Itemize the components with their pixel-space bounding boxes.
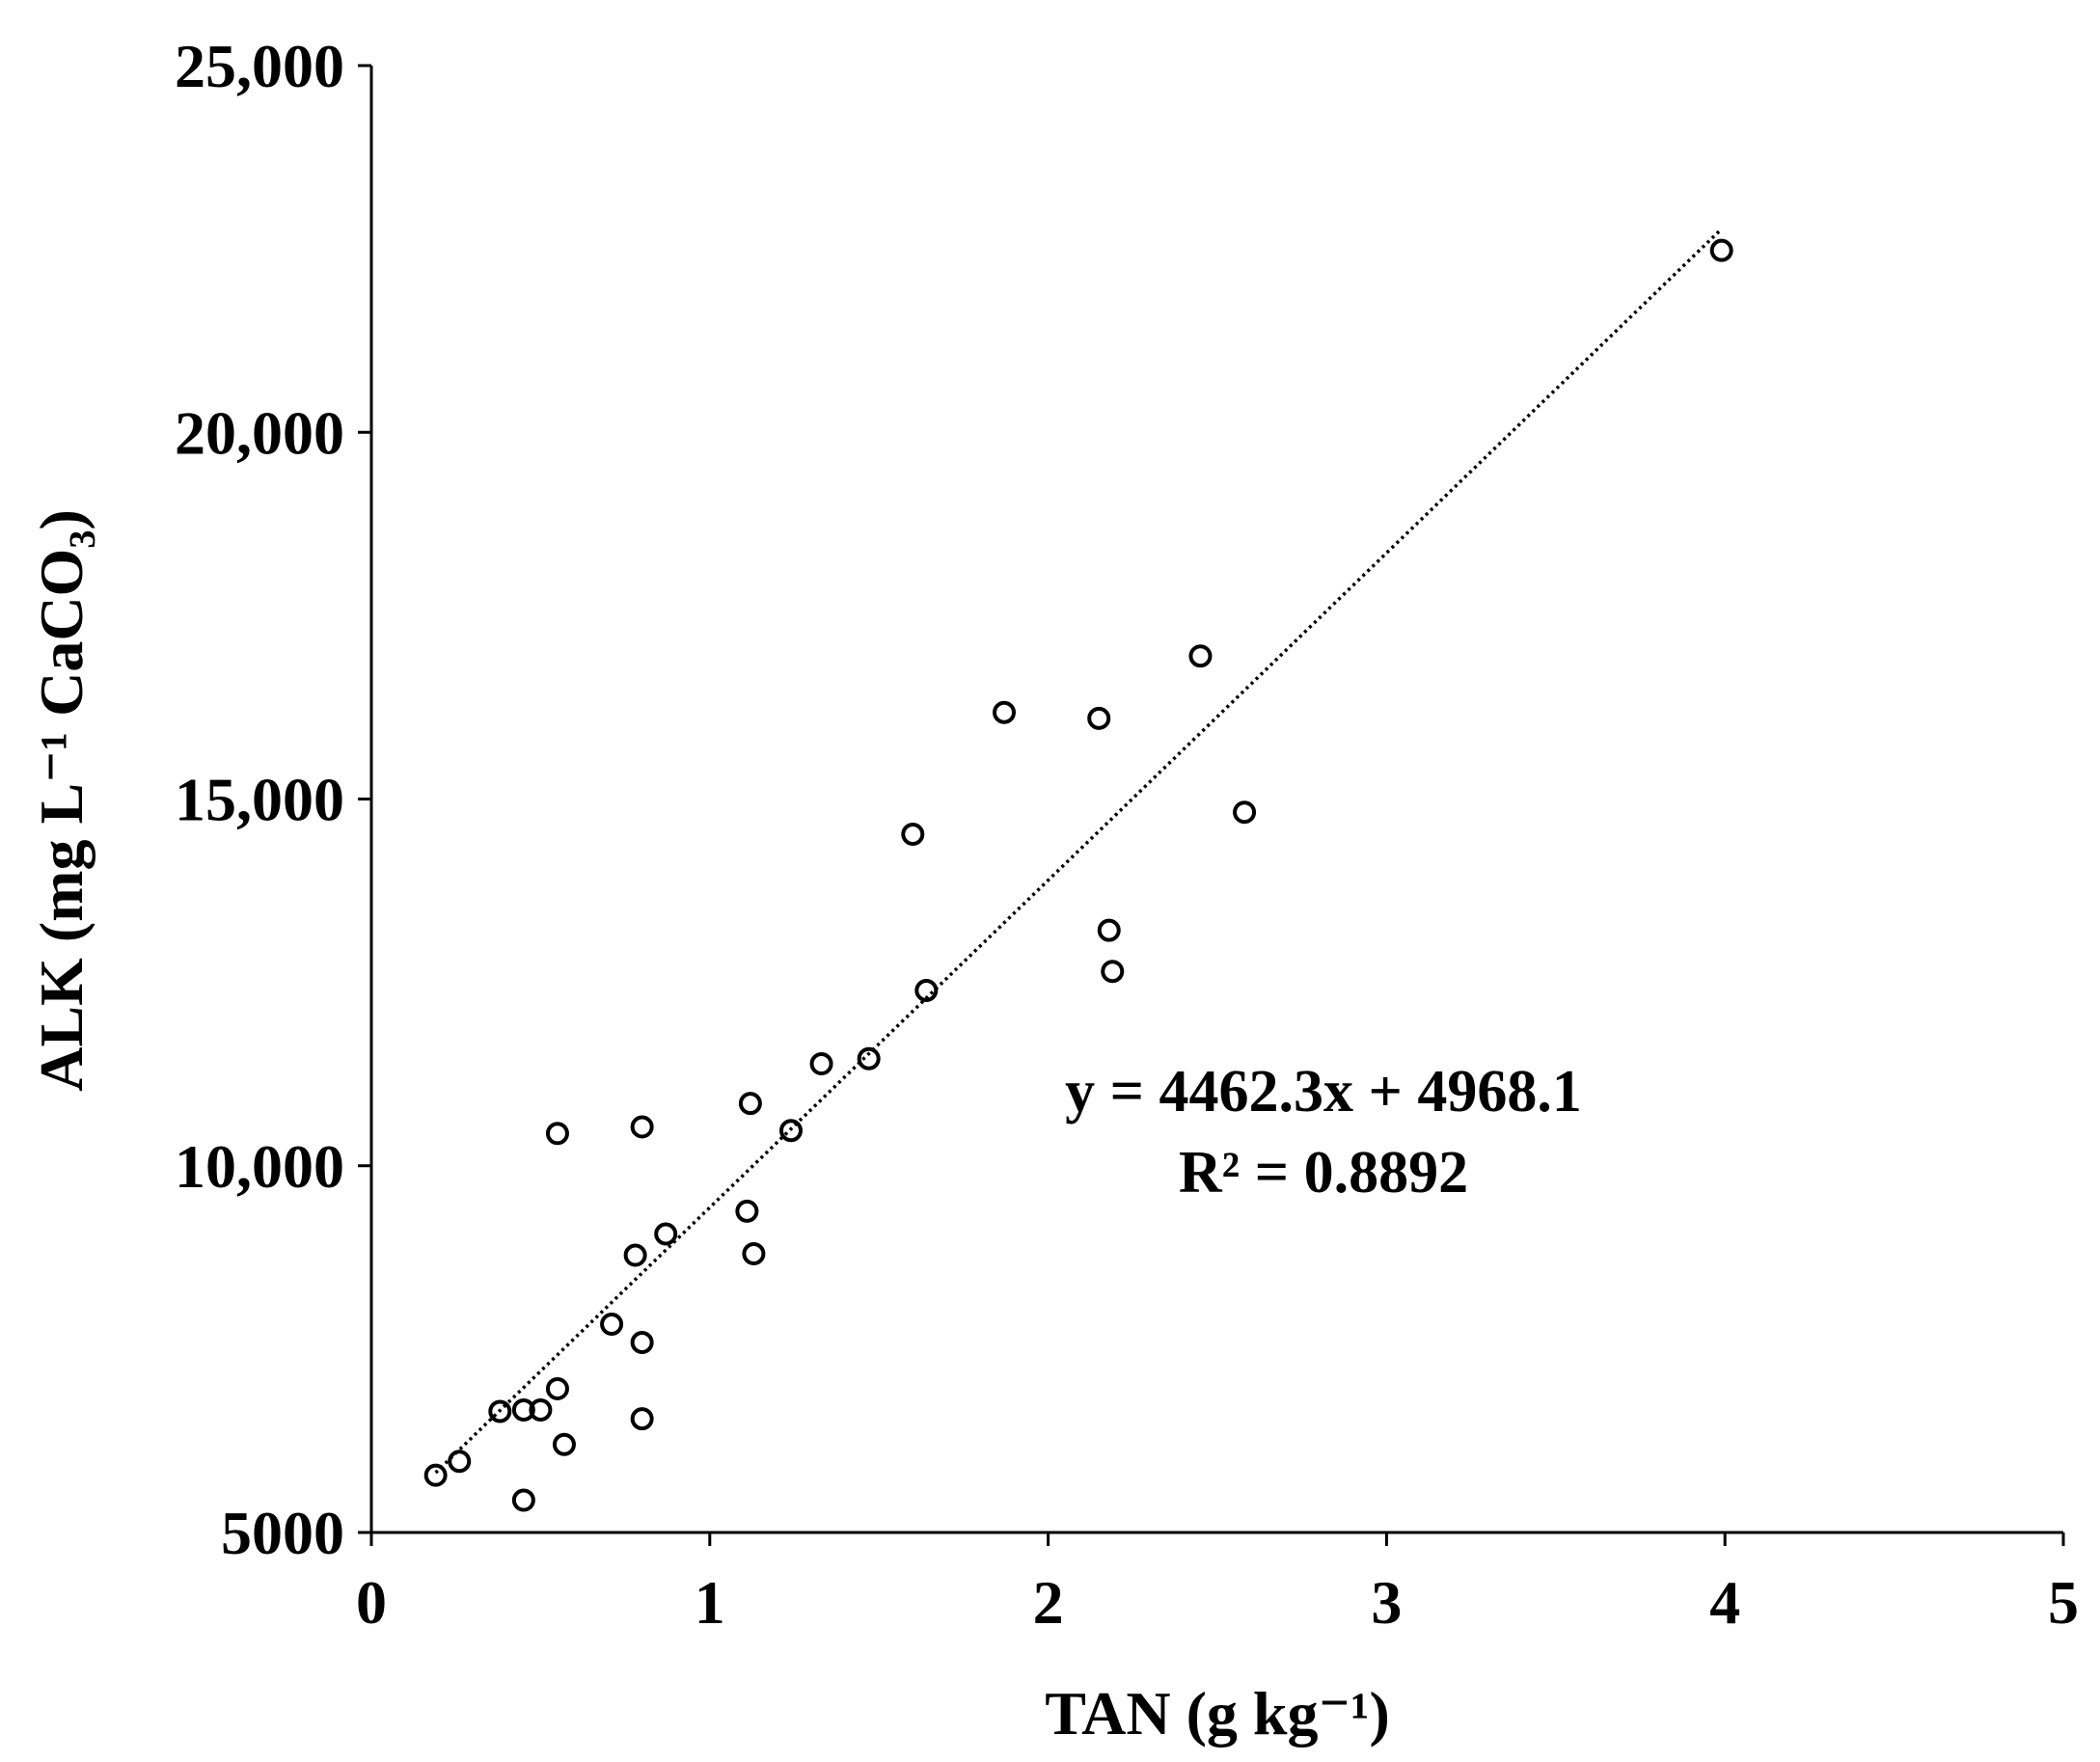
data-point bbox=[630, 1331, 654, 1355]
y-ticks: 5000 10,000 15,000 20,000 25,000 bbox=[175, 32, 371, 1567]
data-point bbox=[600, 1313, 624, 1337]
y-axis-title: ALK (mg L⁻¹ CaCO₃) bbox=[27, 509, 95, 1092]
x-tick-label: 1 bbox=[695, 1568, 725, 1637]
x-tick-label: 3 bbox=[1371, 1568, 1402, 1637]
x-tick-label: 5 bbox=[2048, 1568, 2079, 1637]
trendline-r-squared: R² = 0.8892 bbox=[1179, 1140, 1468, 1206]
y-tick-label: 5000 bbox=[221, 1499, 344, 1567]
data-point bbox=[545, 1376, 569, 1400]
data-point bbox=[738, 1092, 762, 1116]
data-point bbox=[1188, 644, 1213, 668]
data-point bbox=[1101, 960, 1125, 984]
data-point bbox=[654, 1222, 678, 1246]
data-point bbox=[809, 1052, 833, 1076]
data-point bbox=[448, 1450, 472, 1474]
x-ticks: 0 1 2 3 4 5 bbox=[356, 1532, 2079, 1637]
y-tick-label: 10,000 bbox=[175, 1132, 344, 1201]
data-point bbox=[545, 1122, 569, 1146]
y-tick-label: 25,000 bbox=[175, 32, 344, 100]
data-point bbox=[552, 1432, 576, 1456]
data-point bbox=[529, 1397, 553, 1422]
data-point bbox=[623, 1243, 647, 1267]
data-point bbox=[1097, 918, 1121, 942]
x-tick-label: 0 bbox=[356, 1568, 387, 1637]
data-point bbox=[1233, 800, 1257, 825]
data-point bbox=[1709, 238, 1733, 262]
data-point bbox=[742, 1242, 766, 1266]
data-point bbox=[914, 978, 939, 1002]
x-tick-label: 2 bbox=[1033, 1568, 1064, 1637]
y-tick-label: 15,000 bbox=[175, 766, 344, 834]
x-tick-label: 4 bbox=[1709, 1568, 1740, 1637]
data-point bbox=[1087, 706, 1111, 730]
data-point bbox=[735, 1199, 759, 1223]
data-point bbox=[901, 823, 925, 847]
trendline bbox=[434, 228, 1723, 1475]
data-point bbox=[992, 700, 1016, 724]
data-point bbox=[511, 1397, 535, 1422]
data-points bbox=[423, 238, 1733, 1512]
data-point bbox=[423, 1463, 448, 1487]
trendline-group bbox=[434, 228, 1723, 1475]
data-point bbox=[857, 1046, 881, 1071]
data-point bbox=[630, 1115, 654, 1139]
y-tick-label: 20,000 bbox=[175, 398, 344, 467]
data-point bbox=[488, 1399, 512, 1423]
trendline-equation: y = 4462.3x + 4968.1 bbox=[1065, 1059, 1582, 1125]
data-point bbox=[630, 1407, 654, 1431]
data-point bbox=[778, 1119, 803, 1143]
x-axis-title: TAN (g kg⁻¹) bbox=[1045, 1679, 1390, 1748]
data-point bbox=[511, 1488, 535, 1512]
axes bbox=[369, 66, 2063, 1534]
